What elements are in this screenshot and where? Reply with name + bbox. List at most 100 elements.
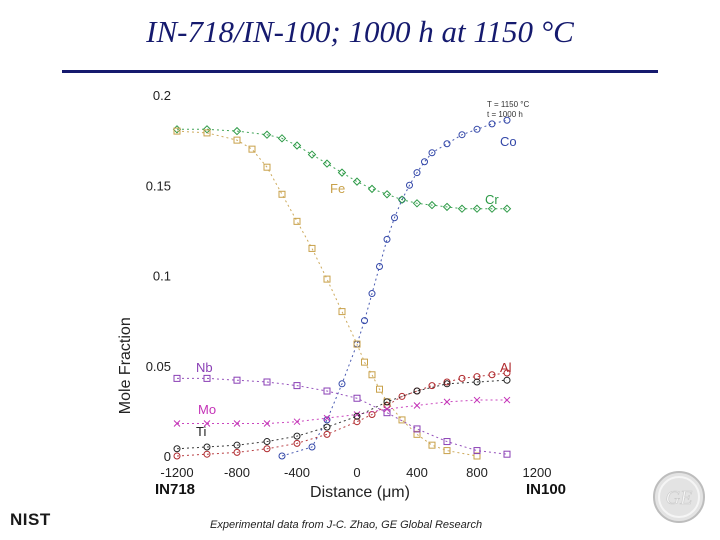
data-point [443,438,451,446]
data-point [323,430,331,438]
data-point [368,290,376,298]
title-underline [62,70,658,73]
data-point [322,159,332,168]
y-axis-label: Mole Fraction [117,317,134,414]
series-line-al [176,372,508,457]
x-tick-label: -800 [224,465,250,480]
data-point [503,396,511,404]
data-point [277,134,287,143]
x-tick-label: 800 [466,465,488,480]
data-point [353,340,361,348]
y-tick-label: 0.2 [153,88,171,103]
data-point [173,374,181,382]
conditions-text: T = 1150 °C [487,100,529,109]
data-point [353,394,361,402]
data-point [397,195,407,204]
data-point [173,127,181,135]
data-point [292,141,302,150]
data-point [443,398,451,406]
data-point [412,199,422,208]
data-point [361,358,368,366]
y-tick-label: 0 [164,449,171,464]
data-point [173,420,181,427]
series-mo [173,396,511,427]
data-point [472,204,482,213]
data-point [233,420,241,427]
data-point [398,416,406,424]
data-point [421,158,428,166]
data-point [428,382,436,390]
data-point [428,441,436,449]
data-source-caption: Experimental data from J-C. Zhao, GE Glo… [210,519,483,531]
data-point [391,214,398,222]
data-point [353,411,361,418]
series-label-al: Al [500,360,512,375]
data-point [367,184,377,194]
left-alloy-label: IN718 [155,481,195,498]
data-point [278,452,286,460]
data-point [233,448,241,456]
data-point [406,181,413,189]
data-point [337,168,347,177]
data-point [323,414,331,422]
svg-text:GE: GE [666,487,693,509]
data-point [352,177,362,186]
data-point [293,439,301,447]
data-point [413,387,421,395]
data-point [428,149,436,157]
x-axis-label: Distance (μm) [310,484,410,501]
data-point [233,441,241,449]
data-point [443,140,451,148]
data-point [487,204,497,213]
data-point [383,405,391,413]
data-point [368,371,376,379]
series-fe [173,127,481,460]
series-label-co: Co [500,134,517,149]
data-point [442,202,452,212]
x-tick-label: 400 [406,465,428,480]
y-tick-label: 0.15 [146,178,171,193]
data-point [308,244,316,252]
data-point [488,120,496,128]
series-label-nb: Nb [196,360,213,375]
data-point [382,190,392,199]
data-point [173,445,181,453]
data-point [323,423,331,431]
data-point [413,425,421,433]
series-label-ti: Ti [196,424,206,439]
data-point [473,125,481,133]
data-point [488,371,496,379]
data-point [248,145,256,153]
data-point [457,204,467,213]
x-tick-label: -1200 [160,465,193,480]
series-line-cr [177,128,507,210]
data-point [361,317,368,325]
data-point [413,402,421,409]
data-point [443,380,451,388]
data-point [233,136,241,144]
nist-logo: NIST [10,510,51,529]
series-label-mo: Mo [198,402,216,417]
data-point [473,378,481,386]
conditions-text: t = 1000 h [487,110,523,119]
x-tick-label: 0 [353,465,360,480]
series-label-cr: Cr [485,192,499,207]
series-label-fe: Fe [330,181,345,196]
y-tick-label: 0.05 [146,359,171,374]
data-point [503,369,511,377]
data-point [503,376,511,384]
data-point [383,235,391,243]
data-point [383,398,391,406]
data-point [278,190,286,198]
data-point [173,452,181,460]
series-line-co [281,119,508,457]
data-point [458,131,466,139]
data-point [263,163,271,171]
data-point [413,169,421,177]
data-point [323,387,331,395]
data-point [353,418,361,426]
data-point [413,430,421,438]
series-line-mo [177,399,507,425]
data-point [203,374,211,382]
data-point [293,432,301,440]
